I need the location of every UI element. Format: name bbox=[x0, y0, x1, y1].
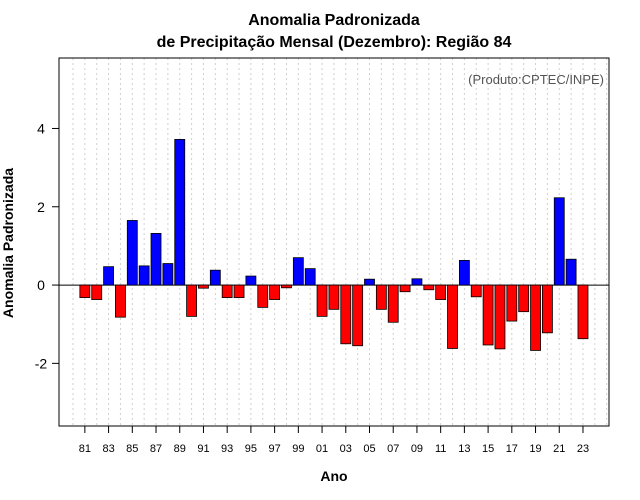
bar-19 bbox=[530, 284, 541, 351]
x-tick-label: 09 bbox=[411, 443, 423, 455]
bar-99 bbox=[292, 257, 304, 286]
product-note: (Produto:CPTEC/INPE) bbox=[468, 72, 604, 87]
bar-04 bbox=[352, 284, 364, 347]
bar-86 bbox=[138, 265, 150, 286]
bar-82 bbox=[91, 284, 103, 300]
y-axis-label: Anomalia Padronizada bbox=[0, 168, 16, 318]
bar-06 bbox=[375, 284, 387, 310]
y-tick-label: 4 bbox=[37, 120, 45, 136]
x-tick-label: 15 bbox=[482, 443, 494, 455]
bar-13 bbox=[458, 259, 470, 286]
bar-87 bbox=[150, 232, 162, 286]
y-tick-label: -2 bbox=[35, 355, 48, 371]
x-tick-label: 01 bbox=[316, 443, 328, 455]
bar-08 bbox=[399, 284, 411, 293]
y-tick-label: 2 bbox=[37, 199, 45, 215]
x-tick-label: 81 bbox=[79, 443, 91, 455]
bar-11 bbox=[435, 284, 447, 300]
bar-14 bbox=[470, 284, 482, 298]
y-axis: -2 0 2 4 bbox=[35, 120, 59, 371]
bar-15 bbox=[482, 284, 494, 346]
x-tick-label: 87 bbox=[150, 443, 162, 455]
x-axis-label: Ano bbox=[320, 468, 347, 484]
bar-81 bbox=[79, 284, 91, 298]
x-tick-label: 99 bbox=[292, 443, 304, 455]
bar-93 bbox=[221, 284, 233, 298]
x-tick-label: 17 bbox=[506, 443, 518, 455]
x-tick-label: 97 bbox=[268, 443, 280, 455]
x-tick-label: 03 bbox=[340, 443, 352, 455]
x-tick-label: 83 bbox=[102, 443, 114, 455]
x-tick-label: 85 bbox=[126, 443, 138, 455]
plot-frame bbox=[58, 57, 610, 427]
bar-21 bbox=[553, 197, 565, 286]
bar-98 bbox=[281, 284, 292, 289]
bar-02 bbox=[328, 284, 340, 310]
x-tick-label: 91 bbox=[197, 443, 209, 455]
bar-00 bbox=[304, 268, 316, 286]
bar-23 bbox=[577, 284, 589, 340]
x-tick-label: 93 bbox=[221, 443, 233, 455]
bar-97 bbox=[269, 284, 281, 300]
bar-94 bbox=[233, 284, 245, 298]
bars bbox=[79, 139, 589, 351]
x-tick-label: 21 bbox=[553, 443, 565, 455]
bar-96 bbox=[257, 284, 269, 308]
chart-title-line2: de Precipitação Mensal (Dezembro): Regiã… bbox=[157, 34, 512, 51]
bar-84 bbox=[115, 284, 126, 318]
x-tick-label: 07 bbox=[387, 443, 399, 455]
grid bbox=[72, 58, 608, 426]
bar-88 bbox=[162, 263, 174, 286]
bar-83 bbox=[103, 266, 114, 286]
x-tick-label: 23 bbox=[577, 443, 589, 455]
x-tick-label: 89 bbox=[174, 443, 186, 455]
bar-03 bbox=[340, 284, 352, 345]
bar-95 bbox=[245, 275, 257, 286]
bar-07 bbox=[387, 284, 399, 323]
bar-20 bbox=[542, 284, 553, 334]
bar-22 bbox=[565, 258, 577, 286]
x-tick-label: 95 bbox=[245, 443, 257, 455]
bar-90 bbox=[186, 284, 198, 317]
chart-title-line1: Anomalia Padronizada bbox=[248, 12, 420, 29]
x-tick-label: 05 bbox=[363, 443, 375, 455]
x-tick-label: 19 bbox=[529, 443, 541, 455]
y-tick-label: 0 bbox=[37, 277, 45, 293]
x-axis: 81 83 85 87 89 91 93 95 97 99 01 03 05 07 09 11 13 15 17 19… bbox=[79, 426, 589, 455]
bar-12 bbox=[447, 284, 458, 349]
bar-16 bbox=[494, 284, 506, 350]
bar-85 bbox=[126, 220, 138, 286]
x-tick-label: 13 bbox=[458, 443, 470, 455]
x-tick-label: 11 bbox=[435, 443, 446, 455]
bar-91 bbox=[198, 284, 209, 289]
bar-18 bbox=[518, 284, 530, 313]
bar-01 bbox=[316, 284, 328, 317]
bar-17 bbox=[506, 284, 518, 322]
bar-10 bbox=[423, 284, 435, 291]
bar-05 bbox=[364, 278, 375, 286]
bar-92 bbox=[209, 269, 221, 286]
bar-89 bbox=[174, 139, 186, 286]
bar-09 bbox=[411, 278, 423, 286]
